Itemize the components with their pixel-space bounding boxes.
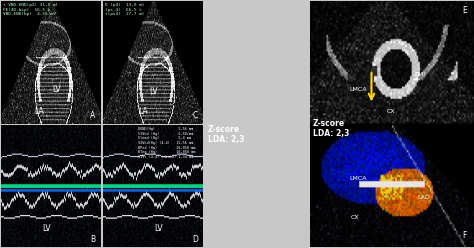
Text: Z-score
LDA: 2,3: Z-score LDA: 2,3 bbox=[313, 119, 349, 138]
Text: A: A bbox=[91, 111, 96, 120]
Text: F: F bbox=[298, 232, 302, 241]
Text: F: F bbox=[462, 231, 466, 240]
Text: LV: LV bbox=[42, 224, 51, 233]
Text: LMCA: LMCA bbox=[350, 176, 367, 181]
Text: CX: CX bbox=[387, 109, 395, 114]
Text: LV: LV bbox=[154, 224, 163, 233]
Text: LV: LV bbox=[52, 85, 61, 94]
Text: D: D bbox=[192, 235, 198, 244]
Text: DEND(Hg)           5,56 mm
SIVnd (Hg)         6,50/mm
Sload (Hg)         5,4 mm
: DEND(Hg) 5,56 mm SIVnd (Hg) 6,50/mm Sloa… bbox=[138, 127, 196, 163]
Text: LMCA: LMCA bbox=[223, 65, 238, 70]
Text: E: E bbox=[462, 6, 467, 15]
Text: LAD: LAD bbox=[274, 198, 285, 203]
Text: Z-score
LDA: 2,3: Z-score LDA: 2,3 bbox=[208, 124, 244, 144]
Text: LMCA: LMCA bbox=[244, 181, 259, 186]
Text: TMI: TMI bbox=[415, 72, 426, 77]
Text: CX: CX bbox=[253, 54, 260, 59]
Text: CX: CX bbox=[241, 214, 248, 219]
Text: CX: CX bbox=[351, 215, 359, 220]
Text: + VBD-END(p2) 31,0 ml
FE(4D-bip)  16,5 %
VBD-END(bp)  4,55 ml: + VBD-END(p2) 31,0 ml FE(4D-bip) 16,5 % … bbox=[3, 3, 58, 16]
Text: B: B bbox=[91, 235, 96, 244]
Text: LA: LA bbox=[138, 107, 148, 116]
Text: LMCA: LMCA bbox=[350, 87, 367, 92]
Text: LV: LV bbox=[149, 88, 157, 96]
Text: LAD: LAD bbox=[417, 195, 430, 200]
Text: LA: LA bbox=[35, 107, 44, 116]
Text: C: C bbox=[192, 111, 198, 120]
Text: D (p4)  13,9 ml
(ps-4)  66,5 %
+(ps4)  27,7 ml: D (p4) 13,9 ml (ps-4) 66,5 % +(ps4) 27,7… bbox=[105, 3, 145, 16]
Text: TMI: TMI bbox=[273, 78, 282, 83]
Text: E: E bbox=[298, 109, 302, 118]
